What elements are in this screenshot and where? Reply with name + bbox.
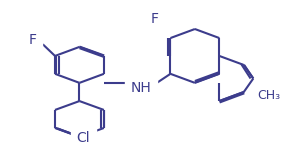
Text: CH₃: CH₃ [257, 89, 281, 102]
Text: F: F [29, 33, 37, 47]
Text: NH: NH [131, 81, 152, 95]
Text: F: F [150, 12, 158, 26]
Text: Cl: Cl [77, 131, 90, 145]
